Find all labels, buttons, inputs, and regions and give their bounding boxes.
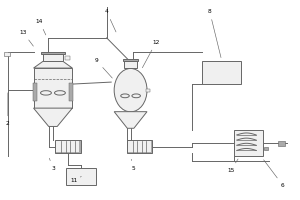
Bar [64, 56, 70, 60]
Bar [69, 83, 73, 101]
Bar [128, 141, 151, 152]
Text: 3: 3 [50, 158, 55, 171]
Bar [234, 130, 263, 156]
Text: 5: 5 [131, 159, 136, 171]
Bar [278, 141, 285, 146]
Ellipse shape [114, 68, 147, 112]
Text: 11: 11 [70, 176, 81, 183]
Text: 4: 4 [105, 9, 116, 32]
Text: 13: 13 [20, 30, 33, 46]
Text: 12: 12 [142, 40, 160, 68]
Polygon shape [43, 54, 63, 61]
Bar [34, 68, 72, 108]
Polygon shape [34, 61, 72, 68]
Bar [41, 52, 64, 54]
Bar [33, 83, 37, 101]
Bar [4, 52, 10, 56]
Text: 14: 14 [36, 19, 46, 35]
Polygon shape [34, 108, 72, 126]
Bar [123, 59, 138, 61]
Bar [202, 61, 241, 84]
Polygon shape [114, 112, 147, 128]
Ellipse shape [55, 91, 65, 95]
Text: 8: 8 [208, 9, 221, 58]
Text: 15: 15 [227, 159, 238, 173]
Bar [56, 141, 80, 152]
Ellipse shape [121, 94, 129, 98]
Bar [66, 168, 96, 185]
Text: 2: 2 [6, 93, 10, 126]
Bar [55, 140, 81, 153]
Bar [264, 147, 268, 150]
Bar [146, 89, 150, 92]
Bar [127, 140, 152, 153]
Polygon shape [124, 61, 137, 68]
Text: 9: 9 [94, 58, 112, 78]
Ellipse shape [132, 94, 140, 98]
Text: 6: 6 [264, 160, 285, 188]
Ellipse shape [40, 91, 51, 95]
